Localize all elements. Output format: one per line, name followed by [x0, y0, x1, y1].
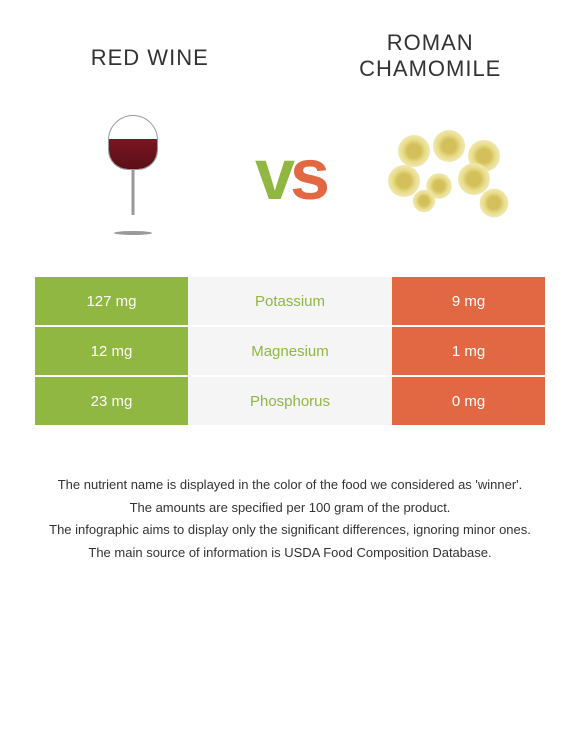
- nutrient-left-value: 23 mg: [35, 377, 188, 425]
- nutrient-name: Phosphorus: [188, 377, 392, 425]
- comparison-table: 127 mg Potassium 9 mg 12 mg Magnesium 1 …: [35, 277, 545, 425]
- header: Red Wine roman chamomile: [35, 30, 545, 82]
- table-row: 23 mg Phosphorus 0 mg: [35, 377, 545, 425]
- footer-line: The nutrient name is displayed in the co…: [35, 475, 545, 495]
- wine-glass-icon: [108, 115, 158, 235]
- images-row: vs: [35, 102, 545, 247]
- nutrient-name: Potassium: [188, 277, 392, 325]
- chamomile-icon: [378, 125, 518, 225]
- vs-v-letter: v: [255, 135, 290, 215]
- wine-image: [35, 102, 230, 247]
- nutrient-right-value: 0 mg: [392, 377, 545, 425]
- nutrient-right-value: 9 mg: [392, 277, 545, 325]
- food-right-title: roman chamomile: [316, 30, 546, 82]
- food-left-title: Red Wine: [35, 30, 265, 71]
- nutrient-left-value: 12 mg: [35, 327, 188, 375]
- chamomile-image: [350, 102, 545, 247]
- table-row: 127 mg Potassium 9 mg: [35, 277, 545, 325]
- nutrient-name: Magnesium: [188, 327, 392, 375]
- vs-label: vs: [255, 134, 325, 216]
- vs-s-letter: s: [290, 135, 325, 215]
- footer-text: The nutrient name is displayed in the co…: [35, 475, 545, 562]
- footer-line: The infographic aims to display only the…: [35, 520, 545, 540]
- footer-line: The main source of information is USDA F…: [35, 543, 545, 563]
- footer-line: The amounts are specified per 100 gram o…: [35, 498, 545, 518]
- nutrient-right-value: 1 mg: [392, 327, 545, 375]
- nutrient-left-value: 127 mg: [35, 277, 188, 325]
- table-row: 12 mg Magnesium 1 mg: [35, 327, 545, 375]
